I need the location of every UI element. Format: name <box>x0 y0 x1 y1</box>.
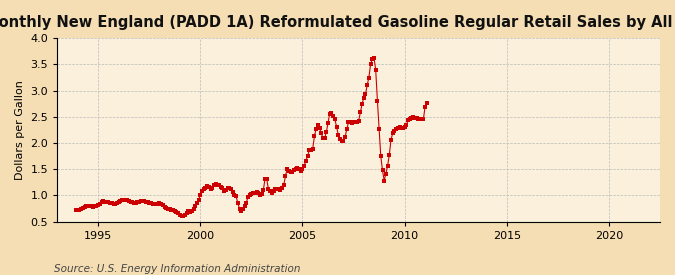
Text: Source: U.S. Energy Information Administration: Source: U.S. Energy Information Administ… <box>54 264 300 274</box>
Y-axis label: Dollars per Gallon: Dollars per Gallon <box>15 80 25 180</box>
Title: Monthly New England (PADD 1A) Reformulated Gasoline Regular Retail Sales by All : Monthly New England (PADD 1A) Reformulat… <box>0 15 675 30</box>
